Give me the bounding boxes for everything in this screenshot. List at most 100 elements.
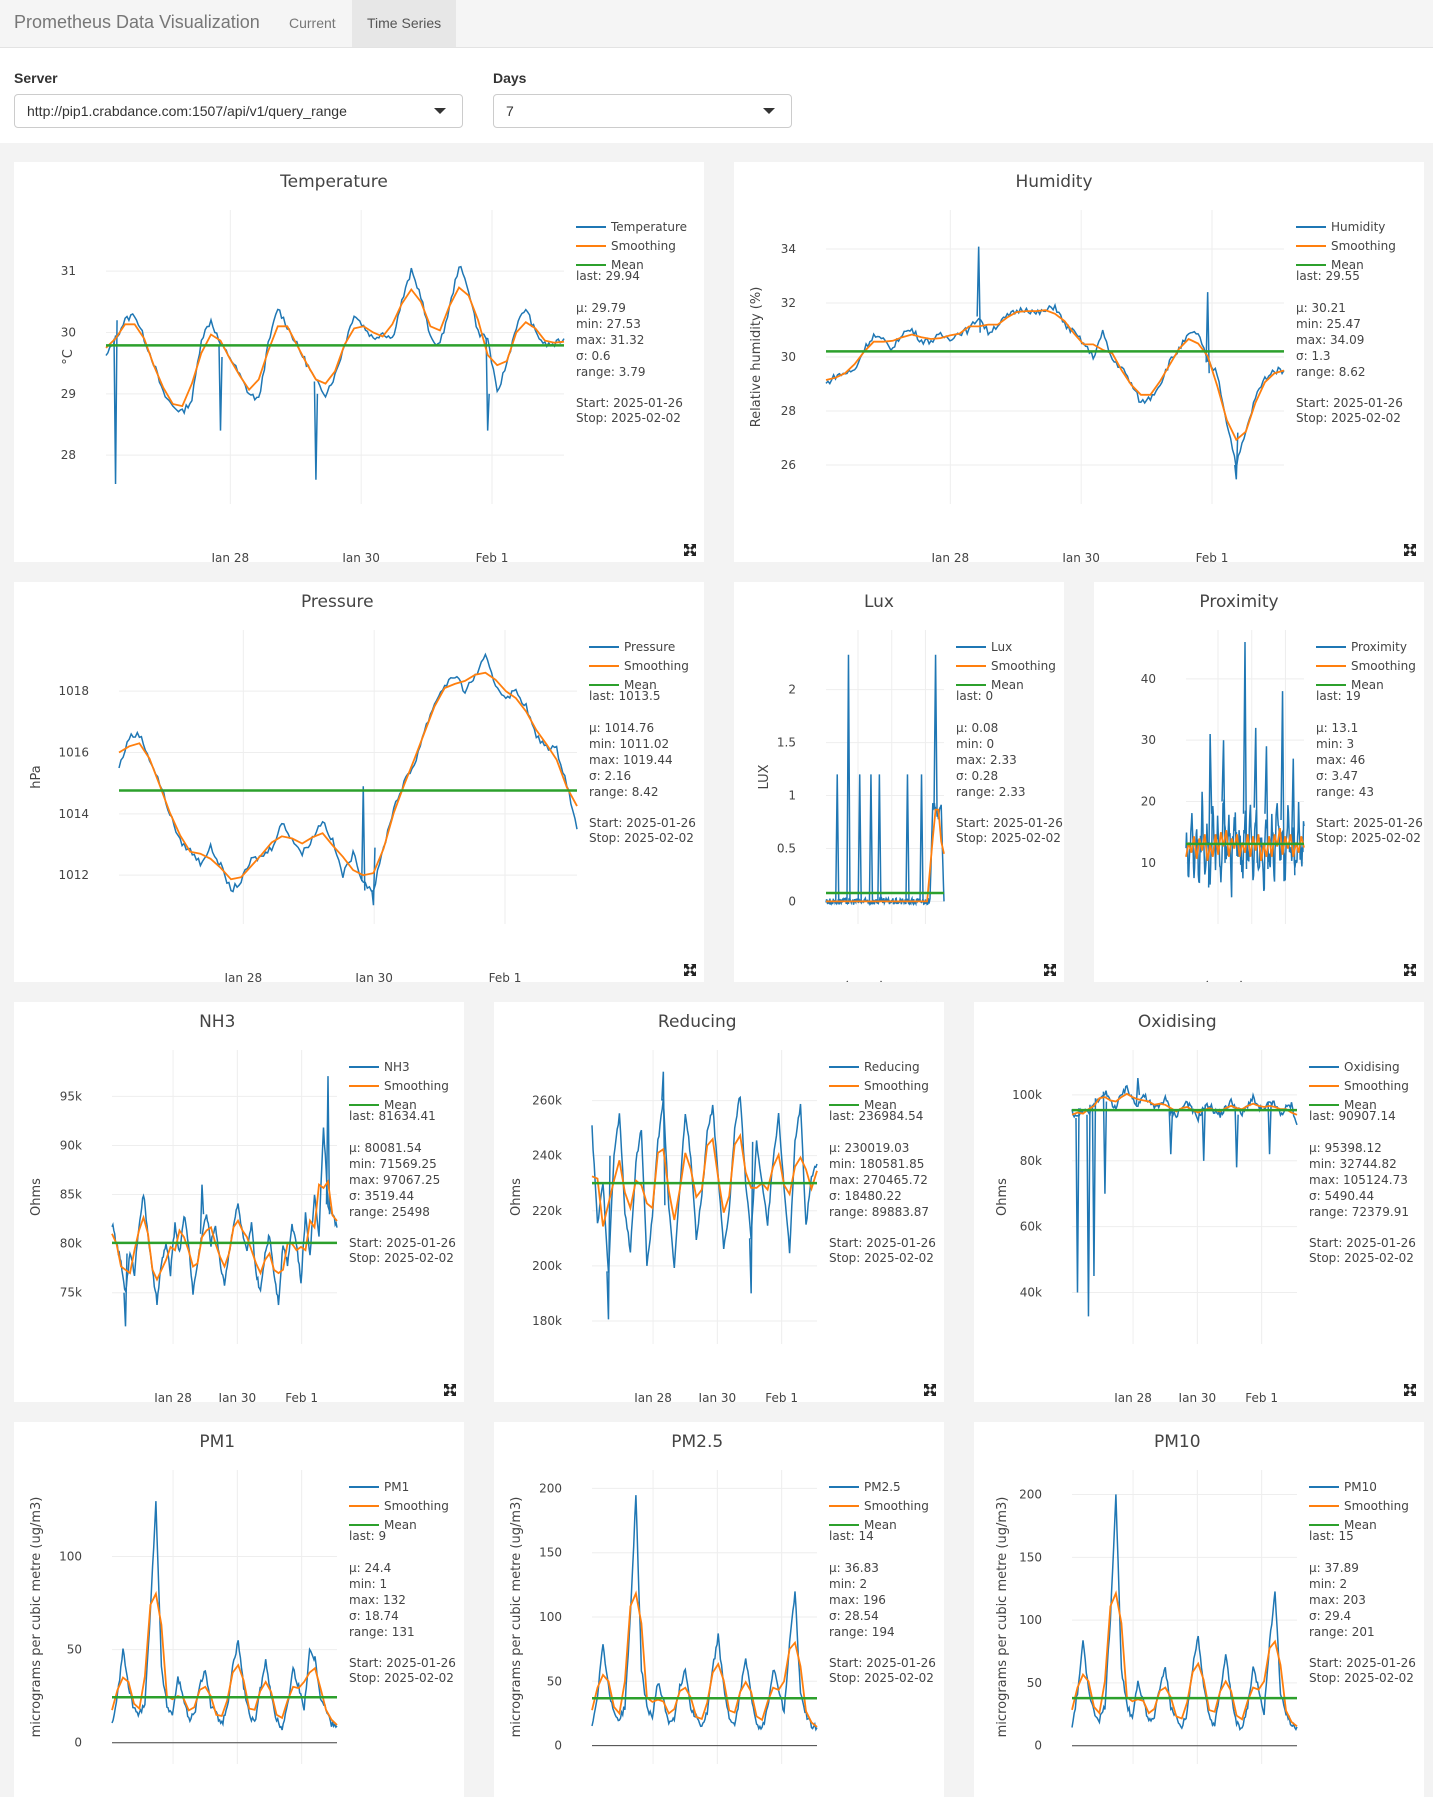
- stat-mu: μ: 1014.76: [589, 721, 654, 735]
- expand-icon-shape: [1044, 964, 1056, 976]
- stat-sigma: σ: 2.16: [589, 769, 631, 783]
- chevron-down-icon: [763, 108, 775, 114]
- app-title: Prometheus Data Visualization: [14, 12, 260, 32]
- stat-range: range: 194: [829, 1625, 895, 1639]
- stat-min: min: 27.53: [576, 317, 641, 331]
- y-tick-label: 200: [539, 1481, 562, 1495]
- stat-stop: Stop: 2025-02-02: [576, 411, 681, 425]
- expand-icon[interactable]: [444, 1384, 456, 1396]
- y-tick-label: 50: [67, 1643, 82, 1657]
- stat-min: min: 32744.82: [1309, 1157, 1397, 1171]
- stat-last: last: 9: [349, 1529, 386, 1543]
- y-tick-label: 40k: [1020, 1285, 1042, 1299]
- smoothing-line-pm10: [1071, 1590, 1298, 1728]
- expand-icon[interactable]: [1404, 964, 1416, 976]
- y-tick-label: 200k: [532, 1259, 562, 1273]
- y-tick-label: 29: [61, 387, 76, 401]
- days-label: Days: [493, 70, 527, 86]
- stat-start: Start: 2025-01-26: [349, 1236, 456, 1250]
- y-tick-label: 34: [781, 242, 796, 256]
- stat-start: Start: 2025-01-26: [1296, 396, 1403, 410]
- x-tick-label: Jan 30: [354, 971, 393, 982]
- series-line-pressure: [118, 652, 578, 893]
- tab-current[interactable]: Current: [289, 15, 336, 31]
- expand-icon[interactable]: [1404, 1384, 1416, 1396]
- stat-mu: μ: 36.83: [829, 1561, 879, 1575]
- x-tick-label: Feb 1: [489, 971, 522, 982]
- series-spike: [1201, 1104, 1206, 1161]
- stat-mu: μ: 29.79: [576, 301, 626, 315]
- series-spike: [325, 1076, 331, 1215]
- expand-icon[interactable]: [684, 964, 696, 976]
- x-tick-label: Jan 28: [224, 971, 263, 982]
- stat-sigma: σ: 18.74: [349, 1609, 399, 1623]
- legend-label: Smoothing: [611, 239, 676, 253]
- days-select[interactable]: 7: [493, 94, 792, 128]
- stat-range: range: 43: [1316, 785, 1374, 799]
- legend: Proximity Smoothing Mean: [1316, 640, 1416, 692]
- stat-stop: Stop: 2025-02-02: [1316, 831, 1421, 845]
- y-axis-label: Ohms: [29, 1178, 44, 1216]
- stat-mu: μ: 80081.54: [349, 1141, 422, 1155]
- y-axis-label: micrograms per cubic metre (ug/m3): [509, 1497, 524, 1738]
- smoothing-line-reducing: [591, 1132, 818, 1227]
- expand-icon-shape: [1404, 1384, 1416, 1396]
- stat-min: min: 2: [1309, 1577, 1347, 1591]
- chart-title: Oxidising: [1138, 1012, 1217, 1032]
- stat-min: min: 2: [829, 1577, 867, 1591]
- legend-label: Smoothing: [1351, 659, 1416, 673]
- legend-label: Mean: [384, 1098, 417, 1112]
- server-select[interactable]: http://pip1.crabdance.com:1507/api/v1/qu…: [14, 94, 463, 128]
- legend: Reducing Smoothing Mean: [829, 1060, 929, 1112]
- tab-time-series[interactable]: Time Series: [352, 0, 457, 47]
- y-axis-label: °C: [61, 349, 76, 365]
- stat-sigma: σ: 3.47: [1316, 769, 1358, 783]
- legend-label: Smoothing: [991, 659, 1056, 673]
- x-tick-label: Feb 1: [765, 1391, 798, 1402]
- series-spike: [313, 381, 319, 480]
- stat-min: min: 180581.85: [829, 1157, 924, 1171]
- x-tick-label: Jan 30: [218, 1391, 257, 1402]
- smoothing-line-oxidising: [1071, 1092, 1298, 1116]
- legend-label: Lux: [991, 640, 1012, 654]
- y-tick-label: 0: [1034, 1739, 1042, 1753]
- legend-label: Mean: [384, 1518, 417, 1532]
- series-spike: [1086, 1104, 1091, 1317]
- stat-max: max: 34.09: [1296, 333, 1364, 347]
- legend-label: Proximity: [1351, 640, 1407, 654]
- y-tick-label: 100: [539, 1610, 562, 1624]
- chart-title: Proximity: [1199, 592, 1278, 612]
- stat-mu: μ: 37.89: [1309, 1561, 1359, 1575]
- expand-icon[interactable]: [1044, 964, 1056, 976]
- y-tick-label: 31: [61, 264, 76, 278]
- expand-icon[interactable]: [1404, 544, 1416, 556]
- stat-range: range: 8.62: [1296, 365, 1365, 379]
- x-tick-label: Jan 30: [873, 978, 913, 982]
- expand-icon[interactable]: [924, 1384, 936, 1396]
- stat-sigma: σ: 18480.22: [829, 1189, 902, 1203]
- chart-title: Lux: [864, 592, 894, 612]
- series-spike: [877, 774, 882, 902]
- stat-max: max: 196: [829, 1593, 886, 1607]
- legend: Temperature Smoothing Mean: [576, 220, 687, 272]
- series-spike: [1264, 746, 1269, 870]
- expand-icon-shape: [1404, 544, 1416, 556]
- stat-range: range: 201: [1309, 1625, 1375, 1639]
- y-axis-label: hPa: [29, 765, 44, 788]
- expand-icon[interactable]: [684, 544, 696, 556]
- series-line-lux: [825, 803, 945, 907]
- legend-label: Smoothing: [384, 1079, 449, 1093]
- y-tick-label: 40: [1141, 672, 1156, 686]
- y-tick-label: 0: [74, 1736, 82, 1750]
- legend-label: NH3: [384, 1060, 410, 1074]
- y-tick-label: 2: [788, 683, 796, 697]
- smoothing-line-humidity: [825, 309, 1285, 442]
